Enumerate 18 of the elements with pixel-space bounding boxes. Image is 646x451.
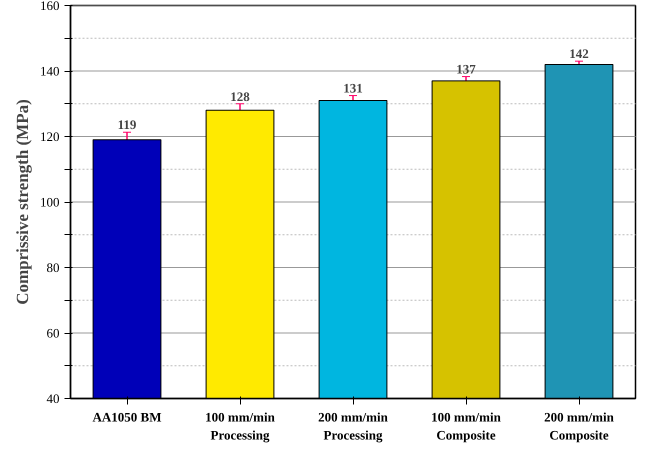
x-tick-label: 100 mm/min Composite [431, 410, 502, 442]
data-label: 142 [569, 46, 589, 62]
y-tick-label: 120 [40, 129, 60, 144]
data-label: 128 [230, 88, 250, 104]
y-tick-label: 60 [46, 326, 60, 340]
x-tick-label: 200 mm/min Composite [544, 410, 615, 442]
x-tick-label: 200 mm/min Processing [318, 410, 389, 442]
data-label: 131 [343, 80, 363, 96]
data-label: 137 [456, 62, 476, 77]
y-axis-title: Comprissive strength (MPa) [13, 99, 32, 305]
x-tick-label: 100 mm/min Processing [205, 410, 276, 442]
data-label: 119 [118, 117, 137, 132]
y-tick-label: 100 [40, 194, 60, 210]
y-tick-label: 160 [40, 0, 60, 13]
y-tick-label: 80 [46, 260, 60, 275]
x-tick-label: AA1050 BM [92, 410, 162, 424]
y-tick-label: 40 [46, 391, 60, 406]
y-tick-label: 140 [40, 64, 60, 78]
